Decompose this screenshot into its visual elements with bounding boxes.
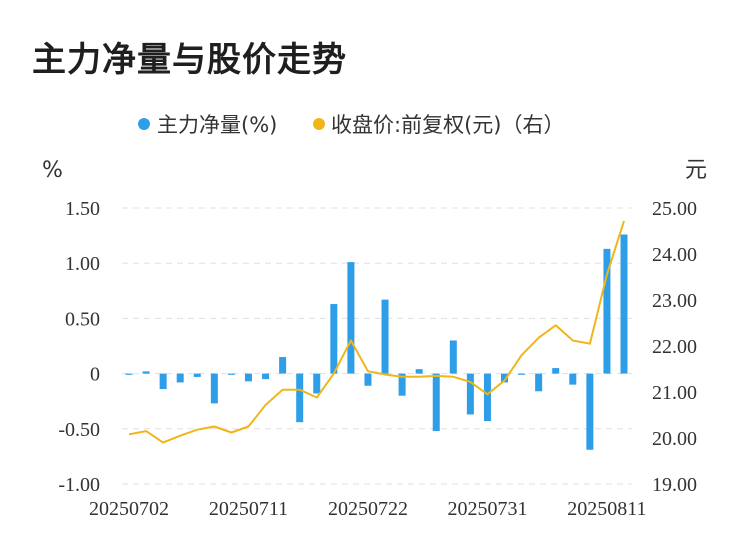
bar — [415, 369, 423, 374]
bar — [244, 373, 252, 382]
bar — [586, 373, 594, 450]
bar — [432, 373, 440, 432]
bar — [449, 340, 457, 374]
bar — [552, 368, 560, 374]
bar — [176, 373, 184, 383]
x-tick-label: 20250702 — [89, 498, 169, 520]
legend-bar-marker — [138, 118, 150, 130]
y-right-tick-label: 20.00 — [652, 428, 697, 450]
bar — [603, 248, 611, 374]
bar — [483, 373, 491, 422]
bar — [381, 299, 389, 374]
y-right-tick-label: 24.00 — [652, 244, 697, 266]
x-tick-label: 20250711 — [209, 498, 288, 520]
y-left-ticks: 1.50 1.00 0.50 0 -0.50 -1.00 — [58, 198, 100, 496]
bar — [210, 373, 218, 404]
bar — [398, 373, 406, 396]
legend-line-label: 收盘价:前复权(元)（右） — [331, 113, 564, 137]
legend: 主力净量(%) 收盘价:前复权(元)（右） — [138, 113, 564, 137]
y-left-tick-label: 0.50 — [65, 308, 100, 330]
y-right-tick-label: 23.00 — [652, 290, 697, 312]
y-left-tick-label: 1.50 — [65, 198, 100, 220]
bar — [466, 373, 474, 415]
legend-line-marker — [313, 118, 325, 130]
y-left-tick-label: 0 — [90, 364, 100, 386]
y-right-ticks: 25.00 24.00 23.00 22.00 21.00 20.00 19.00 — [652, 198, 697, 496]
bar — [347, 262, 355, 374]
bar-series — [125, 234, 628, 450]
x-tick-label: 20250731 — [447, 498, 527, 520]
bar — [501, 373, 509, 383]
legend-bar-label: 主力净量(%) — [157, 113, 277, 137]
bar — [227, 373, 235, 375]
x-tick-label: 20250722 — [328, 498, 408, 520]
y-left-tick-label: -0.50 — [58, 419, 100, 441]
bar — [535, 373, 543, 392]
y-left-tick-label: -1.00 — [58, 474, 100, 496]
bar — [296, 373, 304, 423]
y-right-tick-label: 25.00 — [652, 198, 697, 220]
chart-title: 主力净量与股价走势 — [32, 40, 347, 80]
bar — [125, 373, 133, 375]
bar — [569, 373, 577, 385]
y-right-unit: 元 — [685, 158, 707, 183]
bar — [279, 357, 287, 374]
bar — [159, 373, 167, 390]
bar — [364, 373, 372, 386]
y-left-tick-label: 1.00 — [65, 253, 100, 275]
y-left-unit: % — [42, 158, 63, 183]
y-right-tick-label: 22.00 — [652, 336, 697, 358]
line-series — [128, 220, 625, 444]
y-right-tick-label: 19.00 — [652, 474, 697, 496]
bar — [620, 234, 628, 374]
grid-lines — [122, 207, 632, 485]
bar — [518, 373, 526, 375]
bar — [142, 371, 150, 374]
bar — [262, 373, 270, 380]
bar — [193, 373, 201, 377]
y-right-tick-label: 21.00 — [652, 382, 697, 404]
price-line — [128, 220, 625, 444]
x-axis-ticks: 20250702 20250711 20250722 20250731 20250811 — [89, 498, 647, 520]
bar — [313, 373, 321, 394]
bar — [330, 304, 338, 374]
x-tick-label: 20250811 — [567, 498, 646, 520]
